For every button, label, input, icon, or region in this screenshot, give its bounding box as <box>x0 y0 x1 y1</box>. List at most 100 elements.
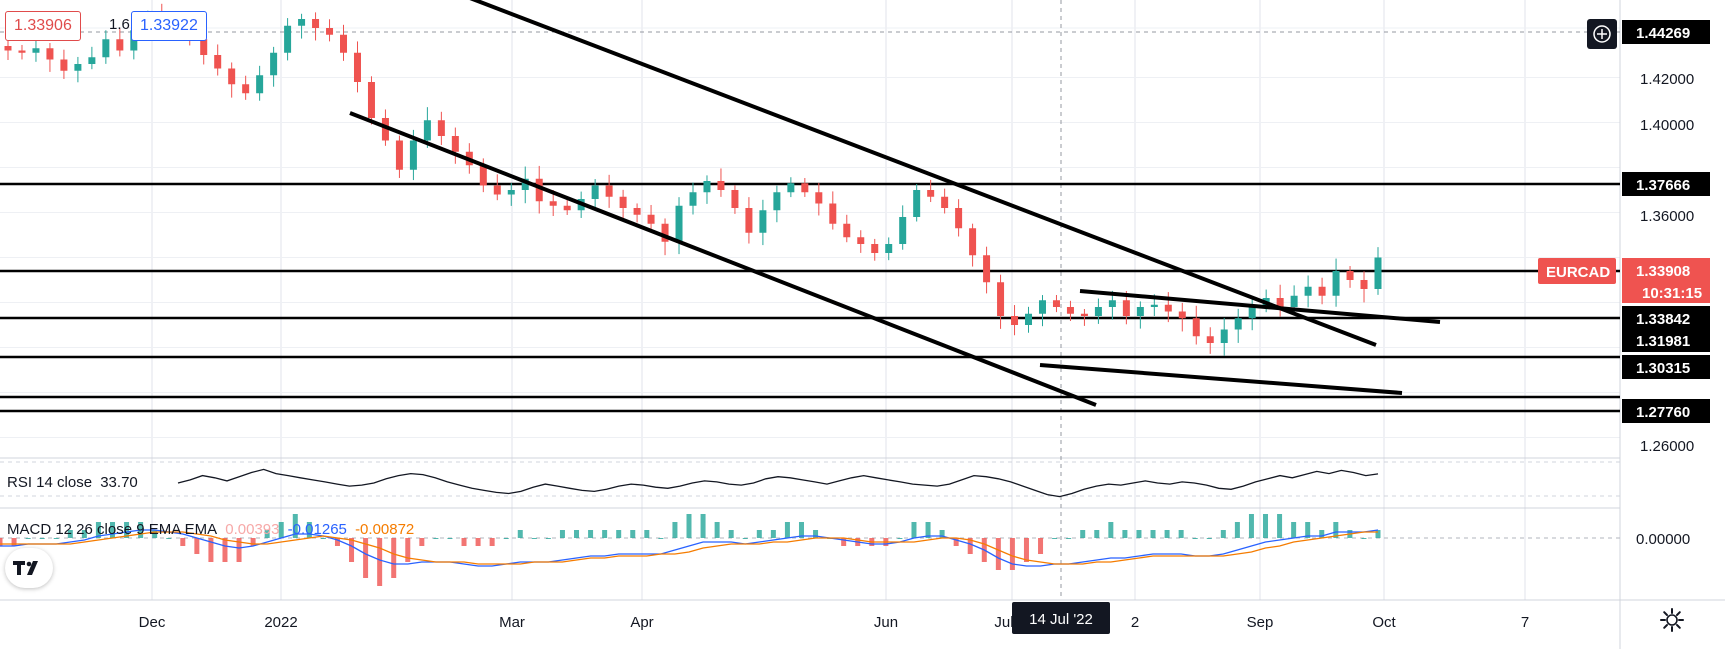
candle-body-83 <box>1164 304 1172 312</box>
candle-body-78 <box>1094 307 1102 316</box>
ask-price-box[interactable]: 1.33922 <box>131 11 207 41</box>
current-price-bg <box>1622 258 1710 303</box>
candle-body-53 <box>745 208 753 233</box>
candle-body-3 <box>46 48 54 60</box>
macd-hist-bar-38 <box>531 538 537 539</box>
macd-hist-bar-39 <box>545 538 551 539</box>
candle-body-64 <box>899 217 907 244</box>
settings-gear-icon[interactable] <box>1659 607 1685 633</box>
candle-body-94 <box>1318 286 1326 296</box>
macd-hist-bar-49 <box>686 514 692 538</box>
macd-hist-bar-94 <box>1319 530 1325 538</box>
current-price-text: 1.33908 <box>1636 263 1690 280</box>
level-badge-5: 1.27760 <box>1622 399 1710 423</box>
candle-body-58 <box>815 192 823 204</box>
add-alert-button[interactable] <box>1587 19 1617 49</box>
candle-body-81 <box>1136 307 1144 316</box>
macd-hist-bar-24 <box>334 538 340 546</box>
macd-hist-bar-56 <box>784 522 790 538</box>
macd-zero-tick: 0.00000 <box>1636 531 1690 548</box>
macd-hist-bar-16 <box>222 538 228 562</box>
grid-lines <box>0 0 1620 600</box>
bid-price-box[interactable]: 1.33906 <box>5 11 81 41</box>
candle-body-48 <box>675 205 683 242</box>
candle-body-6 <box>88 57 96 64</box>
macd-legend[interactable]: MACD 12 26 close 9 EMA EMA 0.00393 -0.01… <box>7 521 418 538</box>
candle-body-87 <box>1220 329 1228 343</box>
macd-hist-bar-65 <box>911 522 917 538</box>
macd-hist-bar-4 <box>53 538 59 539</box>
candle-body-22 <box>312 19 320 28</box>
candle-body-52 <box>731 190 739 208</box>
candle-body-76 <box>1066 307 1074 314</box>
macd-hist-bar-2 <box>25 538 31 539</box>
macd-hist-bar-19 <box>264 530 270 538</box>
level-badge-text-0: 1.44269 <box>1636 25 1690 42</box>
macd-hist-bar-47 <box>658 538 664 539</box>
candle-body-68 <box>955 208 963 229</box>
macd-hist-bar-98 <box>1375 530 1381 538</box>
candle-body-45 <box>633 208 641 215</box>
candle-body-74 <box>1038 300 1046 314</box>
price-axis[interactable]: 1.42000 1.40000 1.36000 1.26000 0.00000 1.442… <box>1538 20 1710 548</box>
macd-hist-bar-5 <box>67 530 73 538</box>
tradingview-logo[interactable] <box>5 548 53 588</box>
macd-hist-bar-57 <box>798 522 804 538</box>
candle-body-0 <box>4 46 12 51</box>
macd-legend-label: MACD 12 26 close 9 EMA EMA <box>7 521 218 538</box>
candle-body-70 <box>983 255 991 283</box>
candle-body-21 <box>298 19 306 26</box>
candle-body-19 <box>270 52 278 76</box>
macd-hist-bar-28 <box>391 538 397 578</box>
candle-body-93 <box>1304 286 1312 296</box>
time-axis[interactable]: Dec 2022 Mar Apr Jun Jul 2 Sep Oct 7 14 Jul '22 <box>139 602 1530 634</box>
candle-body-51 <box>717 181 725 190</box>
macd-hist-bar-53 <box>742 538 748 539</box>
macd-hist-bar-88 <box>1234 522 1240 538</box>
macd-hist-bar-31 <box>433 538 439 539</box>
macd-hist-bar-80 <box>1122 530 1128 538</box>
candle-body-97 <box>1360 280 1368 289</box>
macd-legend-hist: 0.00393 <box>225 521 280 538</box>
macd-hist-bar-69 <box>967 538 973 554</box>
rsi-legend-label: RSI 14 close <box>7 474 93 491</box>
crosshair-date-badge: 14 Jul '22 <box>1012 602 1110 634</box>
macd-hist-bar-79 <box>1108 522 1114 538</box>
candle-body-42 <box>591 185 599 199</box>
macd-hist-bar-33 <box>461 538 467 546</box>
candle-body-69 <box>969 228 977 256</box>
candle-body-57 <box>801 183 809 193</box>
level-badge-bg-0 <box>1622 20 1710 44</box>
macd-hist-bar-66 <box>925 522 931 538</box>
rsi-legend[interactable]: RSI 14 close 33.70 <box>7 474 142 491</box>
candle-body-98 <box>1374 257 1382 289</box>
candle-body-88 <box>1234 318 1242 330</box>
candle-body-40 <box>563 205 571 211</box>
time-tick-9: 7 <box>1521 614 1529 631</box>
level-badge-1: 1.37666 <box>1622 172 1710 196</box>
price-tick-1: 1.40000 <box>1640 117 1694 134</box>
rsi-line <box>177 468 1379 498</box>
macd-hist-bar-97 <box>1361 538 1367 539</box>
price-tick-0: 1.42000 <box>1640 71 1694 88</box>
macd-hist-bar-12 <box>166 538 172 539</box>
macd-hist-bar-92 <box>1291 522 1297 538</box>
candle-body-38 <box>535 178 543 202</box>
macd-hist-bar-29 <box>405 538 411 562</box>
time-tick-4: Jun <box>874 614 898 631</box>
macd-hist-bar-14 <box>194 538 200 554</box>
macd-hist-bar-18 <box>250 538 256 546</box>
candle-body-67 <box>941 196 949 208</box>
macd-hist-bar-85 <box>1192 538 1198 539</box>
macd-hist-bar-95 <box>1333 522 1339 538</box>
price-tick-3: 1.26000 <box>1640 438 1694 455</box>
candle-body-44 <box>619 196 627 208</box>
macd-hist-bar-84 <box>1178 530 1184 538</box>
candle-body-47 <box>661 223 669 242</box>
macd-hist-bar-40 <box>559 530 565 538</box>
macd-hist-bar-75 <box>1052 538 1058 539</box>
macd-hist-bar-43 <box>602 530 608 538</box>
macd-hist-bar-15 <box>208 538 214 562</box>
candle-body-36 <box>507 190 515 195</box>
